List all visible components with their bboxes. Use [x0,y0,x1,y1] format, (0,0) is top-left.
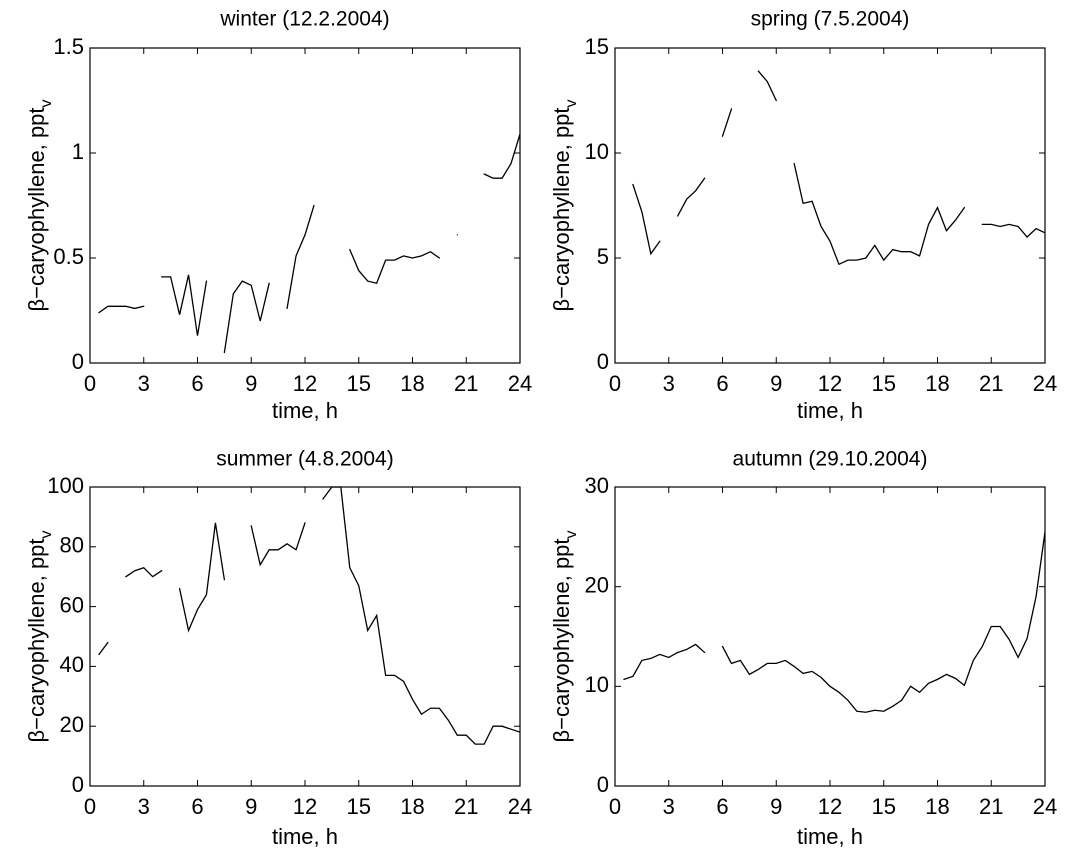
x-tick-label: 24 [508,794,532,819]
y-tick-label: 20 [585,572,609,597]
x-tick-label: 9 [770,794,782,819]
y-axis-label-sub: v [38,99,55,107]
y-tick-label: 60 [60,592,84,617]
x-tick-label: 6 [716,371,728,396]
subplot: 0 3 6 9 12 15 18 21 24 0 10 20 30 autumn (29.10.2004)… [549,448,1057,849]
x-tick-label: 12 [293,371,317,396]
x-tick-label: 3 [138,794,150,819]
y-axis-label-main: β−caryophyllene, ppt [24,538,49,742]
x-tick-label: 6 [191,794,203,819]
x-tick-label: 9 [245,794,257,819]
y-tick-label: 0 [72,772,84,797]
x-tick-label: 9 [770,371,782,396]
y-tick-label: 10 [585,139,609,164]
x-axis-label: time, h [272,398,338,423]
y-tick-label: 20 [60,712,84,737]
data-line [98,486,520,745]
y-tick-label: 15 [585,34,609,59]
x-tick-label: 15 [872,794,896,819]
x-tick-label: 15 [872,371,896,396]
chart-title: autumn (29.10.2004) [733,448,928,471]
y-axis-label: β−caryophyllene, pptv [549,530,580,742]
x-tick-label: 9 [245,371,257,396]
x-tick-label: 6 [191,371,203,396]
axes-box [89,47,521,364]
x-axis-label: time, h [797,824,863,849]
x-tick-label: 12 [818,371,842,396]
y-tick-label: 100 [47,473,84,498]
y-axis-label-main: β−caryophyllene, ppt [549,538,574,742]
y-axis-label: β−caryophyllene, pptv [549,99,580,311]
y-tick-label: 0 [72,349,84,374]
y-tick-label: 1 [72,139,84,164]
x-tick-label: 12 [293,794,317,819]
x-tick-label: 15 [347,371,371,396]
x-tick-label: 24 [508,371,532,396]
y-tick-label: 30 [585,473,609,498]
y-tick-label: 1.5 [53,34,84,59]
x-tick-label: 18 [400,794,424,819]
y-axis-label: β−caryophyllene, pptv [24,530,55,742]
x-tick-label: 21 [979,794,1003,819]
x-tick-label: 3 [663,371,675,396]
x-tick-label: 0 [84,794,96,819]
x-axis-label: time, h [272,824,338,849]
subplot: 0 3 6 9 12 15 18 21 24 0 20 40 60 80 100 summer (4.8.20… [24,448,532,849]
x-tick-label: 21 [454,371,478,396]
data-line [98,133,520,354]
chart-title: winter (12.2.2004) [219,8,389,31]
x-tick-label: 3 [663,794,675,819]
x-tick-label: 21 [979,371,1003,396]
x-tick-label: 21 [454,794,478,819]
x-tick-label: 24 [1033,371,1057,396]
y-tick-label: 5 [597,244,609,269]
x-tick-label: 15 [347,794,371,819]
x-axis-label: time, h [797,398,863,423]
y-tick-label: 10 [585,672,609,697]
y-axis-label-main: β−caryophyllene, ppt [24,107,49,311]
chart-title: spring (7.5.2004) [751,8,910,31]
subplot: 0 3 6 9 12 15 18 21 24 0 0.5 1 1.5 winter (12.2.2004)… [24,8,532,423]
y-axis-label-sub: v [38,530,55,538]
y-axis-label-sub: v [563,530,580,538]
x-tick-label: 3 [138,371,150,396]
axes-box [614,47,1046,364]
y-tick-label: 80 [60,533,84,558]
x-tick-label: 18 [925,371,949,396]
data-line [623,531,1045,713]
y-axis-label-main: β−caryophyllene, ppt [549,107,574,311]
subplot: 0 3 6 9 12 15 18 21 24 0 5 10 15 spring (7.5.2004) tim… [549,8,1057,423]
data-line [632,70,1045,266]
x-tick-label: 0 [84,371,96,396]
y-axis-label-sub: v [563,99,580,107]
chart-title: summer (4.8.2004) [216,448,393,471]
y-axis-label: β−caryophyllene, pptv [24,99,55,311]
x-tick-label: 0 [609,371,621,396]
x-tick-label: 0 [609,794,621,819]
y-tick-label: 0 [597,349,609,374]
x-tick-label: 6 [716,794,728,819]
x-tick-label: 12 [818,794,842,819]
y-tick-label: 0 [597,772,609,797]
x-tick-label: 18 [925,794,949,819]
x-tick-label: 18 [400,371,424,396]
axes-box [89,486,521,787]
x-tick-label: 24 [1033,794,1057,819]
y-tick-label: 0.5 [53,244,84,269]
axes-box [614,486,1046,787]
y-tick-label: 40 [60,652,84,677]
